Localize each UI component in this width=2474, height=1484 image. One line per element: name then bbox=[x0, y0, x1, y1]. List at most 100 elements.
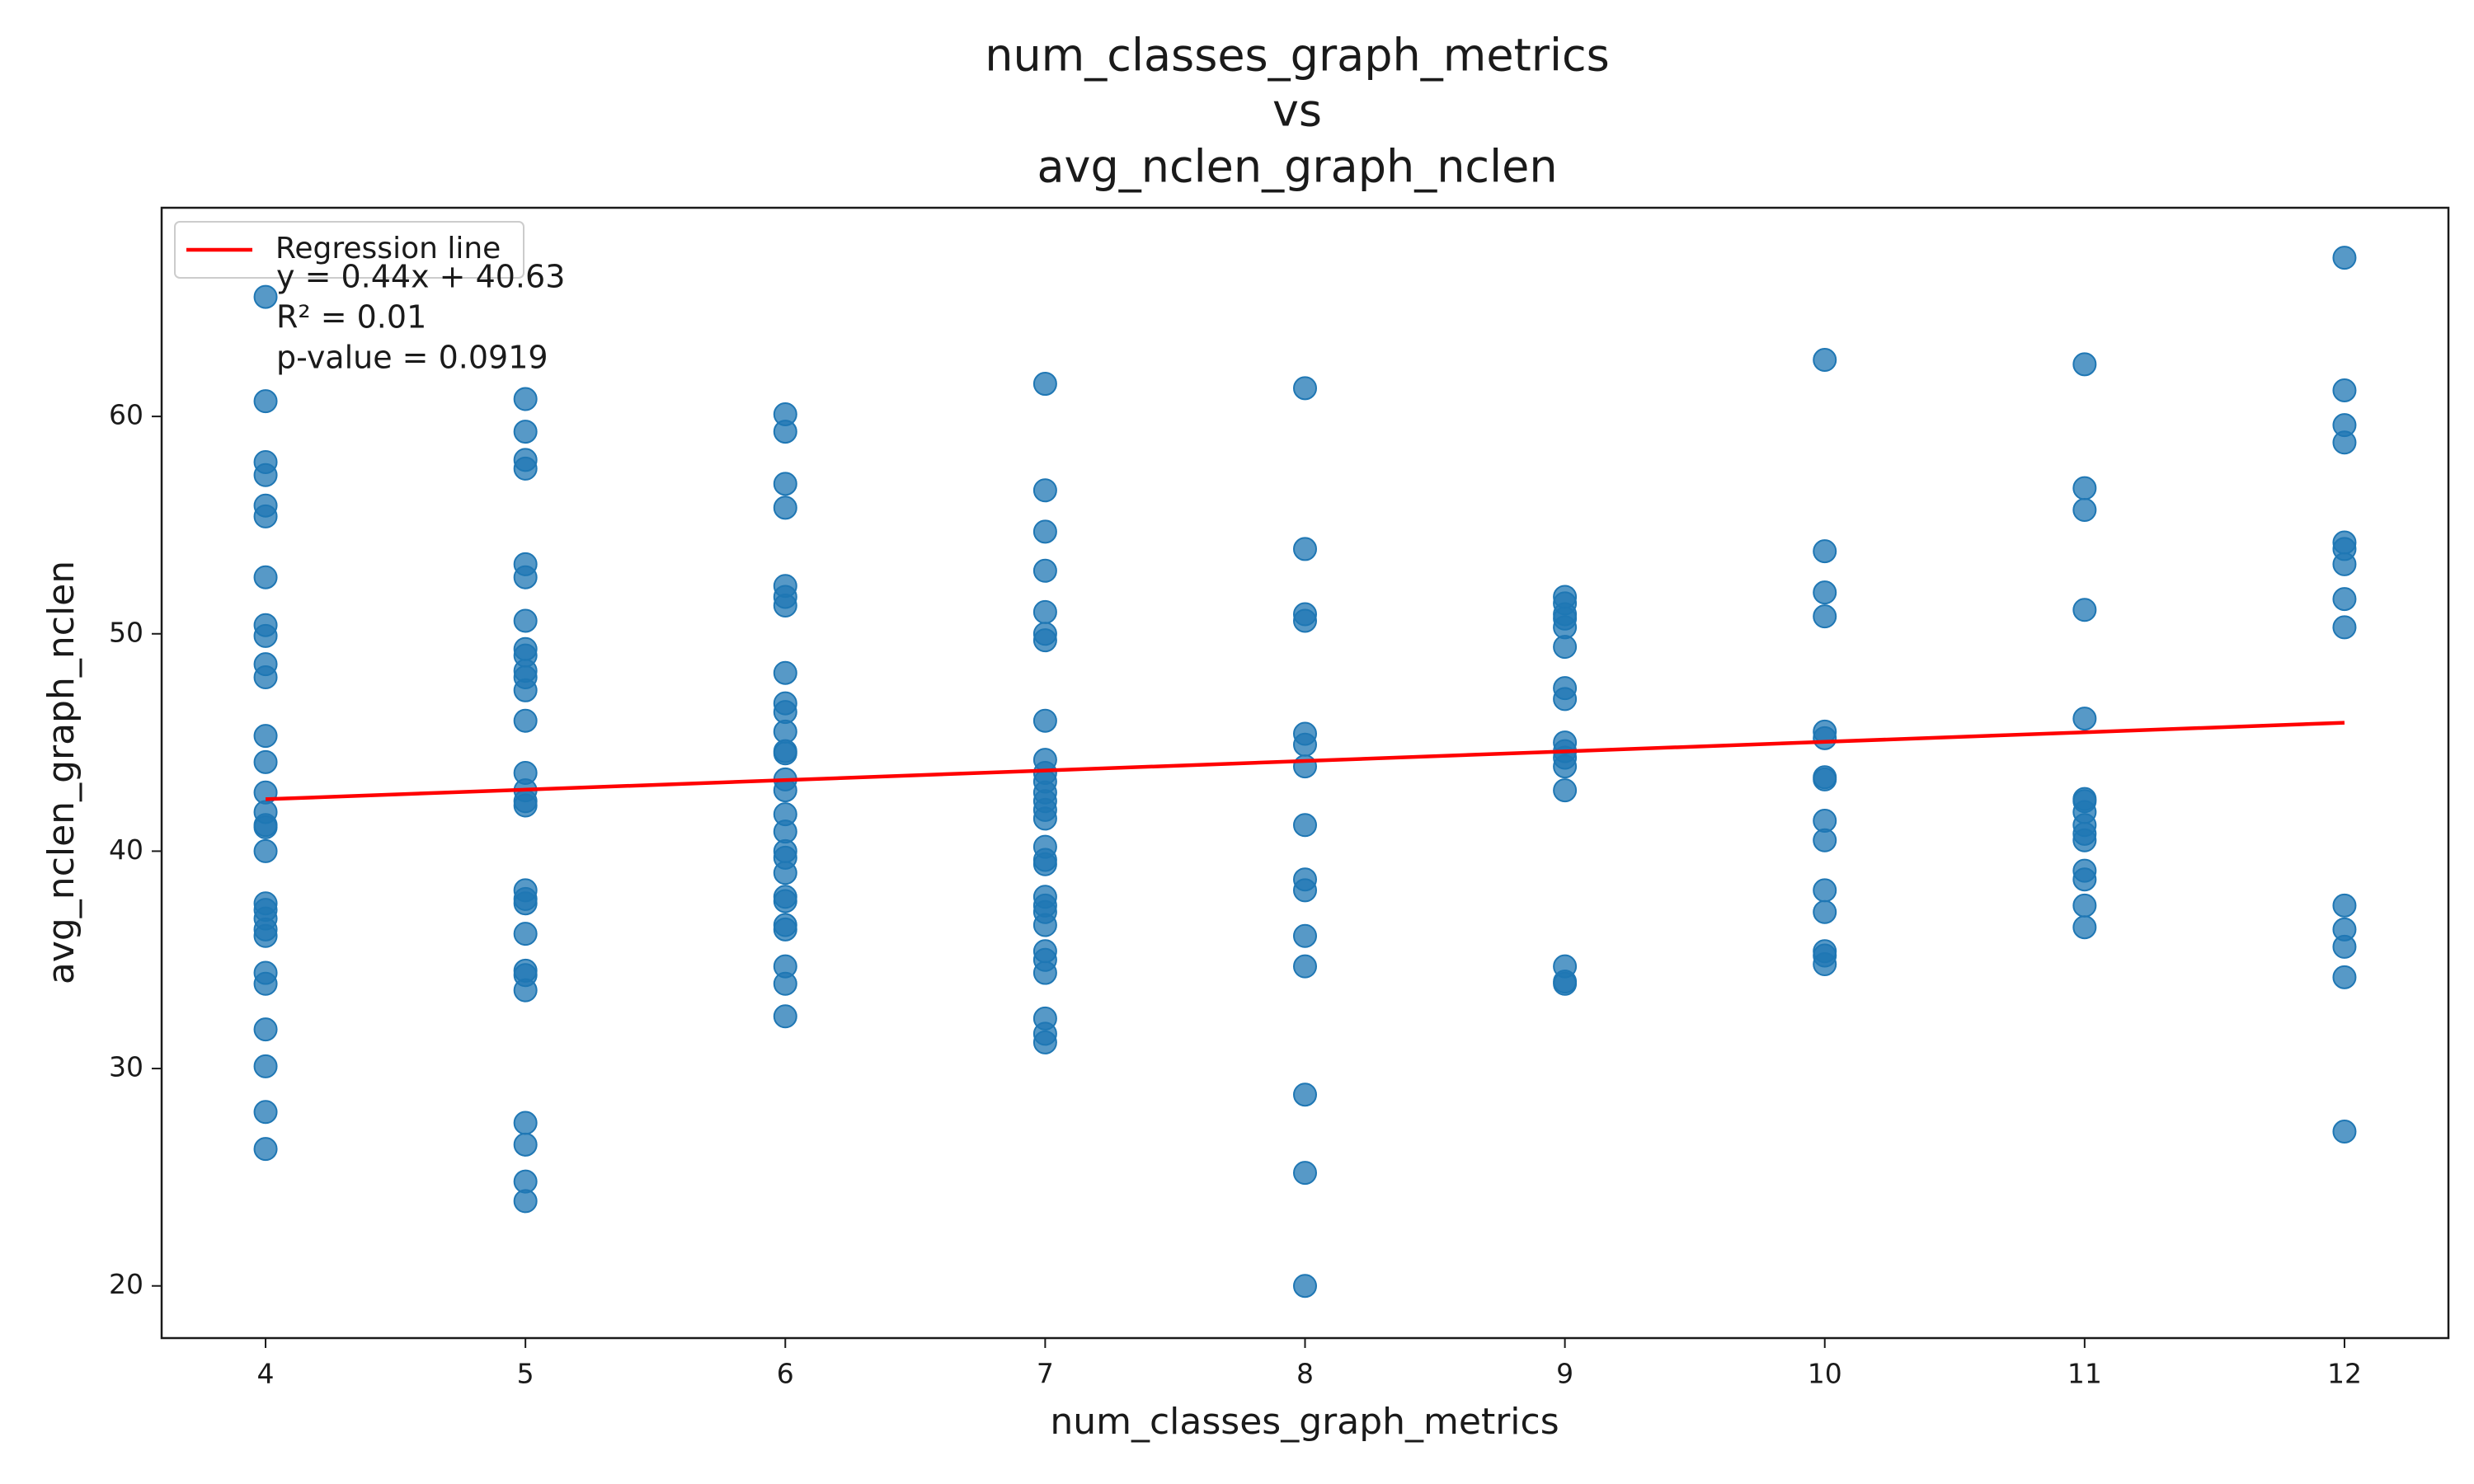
scatter-point bbox=[2332, 615, 2357, 640]
scatter-point bbox=[1813, 878, 1837, 903]
scatter-point bbox=[1813, 580, 1837, 605]
scatter-point bbox=[513, 565, 538, 589]
scatter-point bbox=[773, 660, 797, 685]
scatter-point bbox=[1032, 558, 1057, 583]
scatter-point bbox=[1813, 899, 1837, 924]
scatter-point bbox=[2072, 828, 2097, 852]
scatter-point bbox=[1032, 960, 1057, 985]
scatter-point bbox=[513, 922, 538, 946]
x-tick-label: 10 bbox=[1808, 1358, 1842, 1390]
scatter-point bbox=[1293, 1274, 1317, 1298]
scatter-point bbox=[253, 389, 278, 414]
scatter-point bbox=[1293, 1161, 1317, 1186]
scatter-point bbox=[2332, 587, 2357, 612]
scatter-point bbox=[253, 665, 278, 689]
scatter-point bbox=[2072, 867, 2097, 892]
scatter-point bbox=[773, 495, 797, 520]
scatter-point bbox=[1032, 913, 1057, 937]
scatter-point bbox=[773, 420, 797, 444]
chart-title: avg_nclen_graph_nclen bbox=[1037, 141, 1557, 193]
scatter-point bbox=[513, 608, 538, 633]
scatter-point bbox=[773, 741, 797, 766]
scatter-point bbox=[513, 978, 538, 1003]
scatter-point bbox=[253, 1100, 278, 1125]
scatter-point bbox=[253, 565, 278, 589]
scatter-point bbox=[2072, 893, 2097, 918]
scatter-point bbox=[513, 420, 538, 444]
scatter-point bbox=[1293, 754, 1317, 779]
scatter-point bbox=[773, 917, 797, 942]
x-tick-label: 6 bbox=[777, 1358, 794, 1390]
scatter-point bbox=[513, 456, 538, 481]
scatter-point bbox=[1293, 732, 1317, 757]
scatter-point bbox=[773, 778, 797, 803]
scatter-point bbox=[1813, 952, 1837, 977]
scatter-point bbox=[1032, 478, 1057, 503]
scatter-point bbox=[1293, 954, 1317, 979]
scatter-point bbox=[253, 923, 278, 948]
chart-title: num_classes_graph_metrics bbox=[985, 30, 1610, 82]
scatter-point bbox=[773, 1004, 797, 1029]
scatter-point bbox=[773, 472, 797, 496]
x-tick-label: 5 bbox=[517, 1358, 534, 1390]
x-tick-label: 7 bbox=[1037, 1358, 1054, 1390]
scatter-point bbox=[2332, 430, 2357, 455]
scatter-point bbox=[1293, 1082, 1317, 1107]
scatter-point bbox=[253, 815, 278, 839]
legend-frame bbox=[174, 221, 524, 279]
scatter-point bbox=[513, 678, 538, 702]
scatter-point bbox=[253, 971, 278, 996]
scatter-point bbox=[253, 623, 278, 648]
y-tick-label: 30 bbox=[109, 1051, 143, 1083]
scatter-point bbox=[1032, 806, 1057, 831]
x-tick-label: 4 bbox=[257, 1358, 275, 1390]
chart-title: vs bbox=[1272, 85, 1322, 137]
scatter-point bbox=[1293, 923, 1317, 948]
scatter-point bbox=[1813, 348, 1837, 373]
scatter-point bbox=[1032, 708, 1057, 733]
scatter-point bbox=[253, 1054, 278, 1078]
scatter-point bbox=[513, 891, 538, 916]
scatter-point bbox=[513, 793, 538, 818]
scatter-point bbox=[2332, 378, 2357, 402]
scatter-point bbox=[2072, 352, 2097, 377]
x-tick-label: 12 bbox=[2327, 1358, 2362, 1390]
y-tick-label: 50 bbox=[109, 616, 143, 648]
scatter-point bbox=[1813, 604, 1837, 629]
scatter-point bbox=[253, 838, 278, 863]
scatter-point bbox=[773, 593, 797, 618]
regression-line bbox=[265, 721, 2345, 801]
scatter-point bbox=[1032, 599, 1057, 624]
y-tick-label: 20 bbox=[109, 1268, 143, 1300]
legend-label: Regression line bbox=[275, 232, 501, 265]
x-axis-label: num_classes_graph_metrics bbox=[1050, 1401, 1559, 1443]
scatter-point bbox=[253, 504, 278, 528]
scatter-point bbox=[2072, 915, 2097, 940]
scatter-point bbox=[253, 463, 278, 487]
x-tick-label: 11 bbox=[2067, 1358, 2102, 1390]
scatter-point bbox=[513, 1132, 538, 1157]
scatter-point bbox=[773, 861, 797, 885]
scatter-point bbox=[513, 387, 538, 411]
scatter-point bbox=[2332, 1120, 2357, 1144]
scatter-point bbox=[2072, 497, 2097, 522]
scatter-point bbox=[253, 724, 278, 749]
x-tick-label: 8 bbox=[1296, 1358, 1314, 1390]
x-tick-label: 9 bbox=[1556, 1358, 1573, 1390]
y-tick-label: 60 bbox=[109, 399, 143, 431]
scatter-point bbox=[1553, 754, 1578, 779]
y-tick-label: 40 bbox=[109, 834, 143, 866]
scatter-point bbox=[2332, 965, 2357, 989]
scatter-point bbox=[1553, 687, 1578, 711]
scatter-point bbox=[1293, 537, 1317, 561]
scatter-point bbox=[253, 1017, 278, 1042]
scatter-point bbox=[1293, 813, 1317, 838]
annotation: p-value = 0.0919 bbox=[276, 340, 548, 376]
scatter-point bbox=[1293, 376, 1317, 401]
scatter-point bbox=[513, 708, 538, 733]
scatter-point bbox=[2332, 934, 2357, 959]
scatter-point bbox=[2332, 552, 2357, 576]
scatter-point bbox=[253, 284, 278, 309]
scatter-point bbox=[513, 1111, 538, 1135]
